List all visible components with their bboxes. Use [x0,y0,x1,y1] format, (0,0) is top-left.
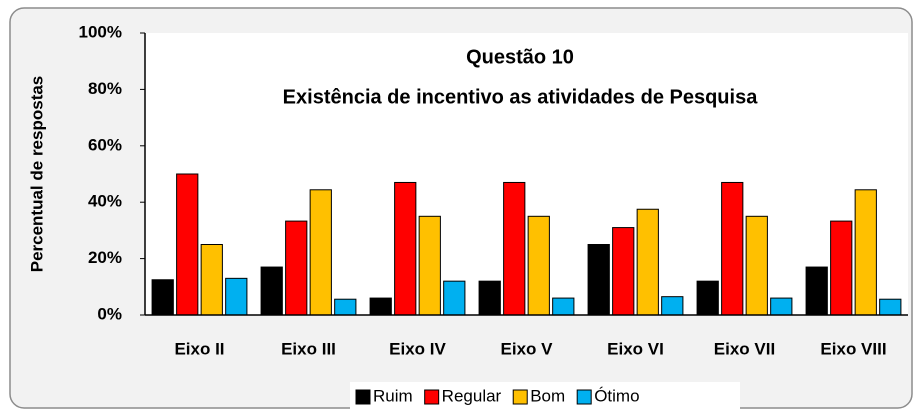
y-tick-label: 80% [88,79,122,98]
y-tick-label: 0% [97,304,122,323]
bar [334,298,357,316]
y-tick-label: 100% [79,22,122,41]
bar [587,244,610,316]
bar [636,208,659,316]
bar [696,280,719,316]
legend-label: Bom [530,386,565,405]
bar [745,215,768,316]
bar [225,277,248,316]
bar [661,296,684,316]
bar [151,279,174,316]
bar [854,189,877,316]
bar [478,280,501,316]
legend-label: Ótimo [594,386,639,405]
legend-swatch [424,389,440,405]
bar [527,215,550,316]
x-tick-label: Eixo II [174,339,224,358]
bar [369,297,392,316]
bar [418,215,441,316]
bar [260,266,283,316]
y-axis-label: Percentual de respostas [27,76,46,273]
bar [176,173,199,316]
bar [805,266,828,316]
bar [721,181,744,316]
x-tick-label: Eixo III [281,339,336,358]
bar [200,244,223,316]
bar [879,298,902,316]
bar [309,189,332,316]
bar [612,227,635,316]
bar [503,181,526,316]
x-tick-label: Eixo VIII [820,339,886,358]
y-tick-label: 40% [88,192,122,211]
legend-swatch [512,389,528,405]
x-tick-label: Eixo V [501,339,554,358]
chart-subtitle: Existência de incentivo as atividades de… [283,86,759,108]
y-tick-label: 20% [88,248,122,267]
legend-swatch [576,389,592,405]
bar [443,280,466,316]
x-tick-label: Eixo IV [389,339,446,358]
chart-title: Questão 10 [466,46,574,68]
bar [394,181,417,316]
plot-area [145,33,908,315]
legend-label: Regular [442,386,502,405]
legend-box [350,382,740,410]
bar [830,220,853,316]
bar [770,297,793,316]
bar [285,220,308,316]
legend-swatch [355,389,371,405]
legend-label: Ruim [373,386,413,405]
x-tick-label: Eixo VI [607,339,664,358]
x-tick-label: Eixo VII [714,339,775,358]
bar [552,297,575,316]
y-tick-label: 60% [88,135,122,154]
